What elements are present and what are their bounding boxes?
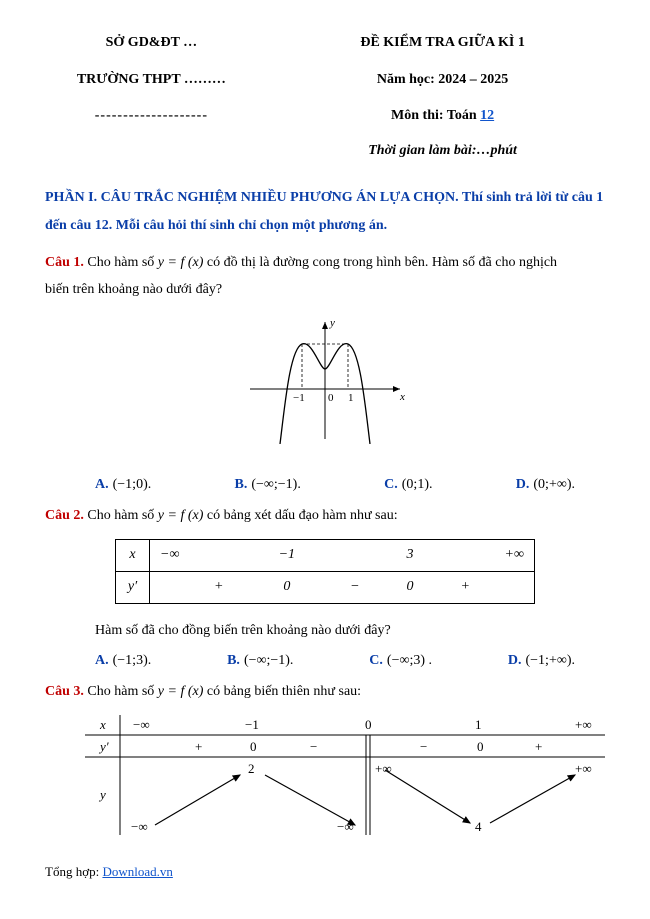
svg-text:+∞: +∞ xyxy=(375,761,392,776)
q1-fn: y = f (x) xyxy=(158,255,204,270)
svg-text:−1: −1 xyxy=(293,392,305,404)
q2-choice-d[interactable]: D.(−1;+∞). xyxy=(508,648,575,675)
q2-label: Câu 2. xyxy=(45,508,84,523)
q2-choice-b[interactable]: B.(−∞;−1). xyxy=(227,648,293,675)
svg-text:y′: y′ xyxy=(98,739,109,754)
q2-fn: y = f (x) xyxy=(158,508,204,523)
q2-choice-a[interactable]: A.(−1;3). xyxy=(95,648,151,675)
svg-text:−∞: −∞ xyxy=(133,717,150,732)
q1-text-a: Cho hàm số xyxy=(84,255,158,270)
q1-text-c: biến trên khoảng nào dưới đây? xyxy=(45,277,605,304)
q2-text-b: có bảng xét dấu đạo hàm như sau: xyxy=(203,508,397,523)
q3-text-a: Cho hàm số xyxy=(84,684,158,699)
school-name: TRƯỜNG THPT ……… xyxy=(45,67,258,94)
question-2: Câu 2. Cho hàm số y = f (x) có bảng xét … xyxy=(45,503,605,530)
svg-text:0: 0 xyxy=(365,717,372,732)
q1-choice-c[interactable]: C.(0;1). xyxy=(384,472,432,499)
svg-text:y: y xyxy=(329,317,335,329)
q1-choice-b[interactable]: B.(−∞;−1). xyxy=(235,472,301,499)
footer-prefix: Tổng hợp: xyxy=(45,864,102,879)
q2-question: Hàm số đã cho đồng biến trên khoảng nào … xyxy=(95,618,605,645)
subject-line: Môn thi: Toán 12 xyxy=(280,103,605,130)
svg-text:−∞: −∞ xyxy=(131,819,148,834)
svg-text:4: 4 xyxy=(475,819,482,834)
svg-text:y: y xyxy=(98,787,106,802)
q1-choices: A.(−1;0). B.(−∞;−1). C.(0;1). D.(0;+∞). xyxy=(45,468,605,503)
question-3: Câu 3. Cho hàm số y = f (x) có bảng biến… xyxy=(45,679,605,706)
svg-text:+∞: +∞ xyxy=(575,717,592,732)
svg-text:+: + xyxy=(535,739,542,754)
q3-text-b: có bảng biến thiên như sau: xyxy=(203,684,361,699)
svg-text:−1: −1 xyxy=(245,717,259,732)
svg-text:0: 0 xyxy=(250,739,257,754)
svg-text:+: + xyxy=(195,739,202,754)
q3-label: Câu 3. xyxy=(45,684,84,699)
subject-link[interactable]: 12 xyxy=(480,108,494,123)
q2-text-a: Cho hàm số xyxy=(84,508,158,523)
footer-link[interactable]: Download.vn xyxy=(102,864,172,879)
q1-graph: y x −1 0 1 xyxy=(45,314,605,455)
time-note: Thời gian làm bài:…phút xyxy=(280,138,605,165)
svg-text:2: 2 xyxy=(248,761,255,776)
subject-prefix: Môn thi: Toán xyxy=(391,108,480,123)
q2-sign-table: x −∞ −1 3 +∞ y′ + 0 − 0 + xyxy=(115,539,535,603)
svg-text:−: − xyxy=(420,739,427,754)
svg-text:1: 1 xyxy=(348,392,354,404)
q3-fn: y = f (x) xyxy=(158,684,204,699)
question-1: Câu 1. Cho hàm số y = f (x) có đồ thị là… xyxy=(45,250,605,277)
svg-text:0: 0 xyxy=(328,392,334,404)
svg-text:x: x xyxy=(399,391,405,403)
svg-text:0: 0 xyxy=(477,739,484,754)
header-divider: -------------------- xyxy=(45,103,258,130)
svg-text:+∞: +∞ xyxy=(575,761,592,776)
q2-choice-c[interactable]: C.(−∞;3) . xyxy=(369,648,432,675)
svg-text:−: − xyxy=(310,739,317,754)
svg-text:1: 1 xyxy=(475,717,482,732)
svg-text:x: x xyxy=(99,717,106,732)
q1-choice-a[interactable]: A.(−1;0). xyxy=(95,472,151,499)
q1-label: Câu 1. xyxy=(45,255,84,270)
org-name: SỞ GD&ĐT … xyxy=(45,30,258,57)
q2-choices: A.(−1;3). B.(−∞;−1). C.(−∞;3) . D.(−1;+∞… xyxy=(45,644,605,679)
page-footer: Tổng hợp: Download.vn xyxy=(45,860,605,885)
school-year: Năm học: 2024 – 2025 xyxy=(280,67,605,94)
svg-text:−∞: −∞ xyxy=(337,819,354,834)
q3-variation-table: x −∞ −1 0 1 +∞ y′ + 0 − − 0 + y 2 +∞ +∞ … xyxy=(85,715,575,846)
exam-title: ĐỀ KIỂM TRA GIỮA KÌ 1 xyxy=(280,30,605,57)
section-1-heading: PHẦN I. CÂU TRẮC NGHIỆM NHIỀU PHƯƠNG ÁN … xyxy=(45,184,605,240)
q1-choice-d[interactable]: D.(0;+∞). xyxy=(516,472,575,499)
q1-text-b: có đồ thị là đường cong trong hình bên. … xyxy=(203,255,557,270)
